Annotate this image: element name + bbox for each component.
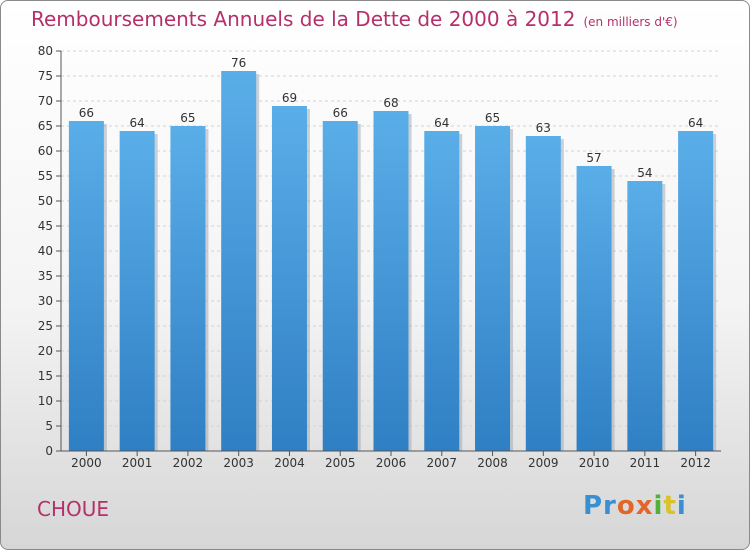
x-tick-label: 2000	[71, 456, 102, 470]
x-tick-label: 2009	[528, 456, 559, 470]
y-tick-label: 20	[38, 344, 53, 358]
y-tick-label: 75	[38, 69, 53, 83]
bar-2004	[271, 106, 307, 451]
x-tick-label: 2001	[122, 456, 153, 470]
bar-2012	[678, 131, 714, 451]
data-label: 64	[434, 116, 449, 130]
y-tick-label: 0	[45, 444, 53, 458]
x-tick-label: 2002	[173, 456, 204, 470]
data-label: 66	[333, 106, 348, 120]
data-label: 64	[130, 116, 145, 130]
x-tick-label: 2008	[477, 456, 508, 470]
y-tick-label: 80	[38, 44, 53, 58]
x-tick-label: 2004	[274, 456, 305, 470]
x-tick-label: 2007	[426, 456, 457, 470]
y-tick-label: 65	[38, 119, 53, 133]
data-label: 54	[637, 166, 652, 180]
data-label: 68	[383, 96, 398, 110]
x-tick-label: 2006	[376, 456, 407, 470]
data-label: 63	[536, 121, 551, 135]
y-tick-label: 55	[38, 169, 53, 183]
x-tick-label: 2011	[630, 456, 661, 470]
x-tick-label: 2005	[325, 456, 356, 470]
bar-2002	[170, 126, 206, 451]
commune-name: CHOUE	[37, 497, 110, 521]
y-tick-label: 30	[38, 294, 53, 308]
data-label: 69	[282, 91, 297, 105]
bar-2010	[576, 166, 612, 451]
bar-2008	[475, 126, 511, 451]
y-tick-label: 10	[38, 394, 53, 408]
data-label: 65	[485, 111, 500, 125]
proxiti-logo: Proxiti	[583, 491, 687, 521]
y-tick-label: 5	[45, 419, 53, 433]
bar-2005	[322, 121, 358, 451]
data-label: 66	[79, 106, 94, 120]
y-tick-label: 60	[38, 144, 53, 158]
bar-2009	[525, 136, 561, 451]
data-label: 76	[231, 56, 246, 70]
y-tick-label: 40	[38, 244, 53, 258]
bar-2006	[373, 111, 409, 451]
bar-2001	[119, 131, 155, 451]
bar-2000	[68, 121, 104, 451]
x-tick-label: 2012	[680, 456, 711, 470]
data-label: 64	[688, 116, 703, 130]
y-tick-label: 25	[38, 319, 53, 333]
y-tick-label: 35	[38, 269, 53, 283]
y-tick-label: 15	[38, 369, 53, 383]
data-label: 65	[180, 111, 195, 125]
chart-title-text: Remboursements Annuels de la Dette de 20…	[31, 7, 576, 31]
data-label: 57	[586, 151, 601, 165]
y-tick-label: 45	[38, 219, 53, 233]
x-tick-label: 2010	[579, 456, 610, 470]
bar-2011	[627, 181, 663, 451]
chart-title: Remboursements Annuels de la Dette de 20…	[31, 7, 678, 31]
x-tick-label: 2003	[223, 456, 254, 470]
y-tick-label: 70	[38, 94, 53, 108]
bar-2003	[221, 71, 257, 451]
bar-2007	[424, 131, 460, 451]
chart-unit-note: (en milliers d'€)	[583, 15, 678, 29]
y-tick-label: 50	[38, 194, 53, 208]
